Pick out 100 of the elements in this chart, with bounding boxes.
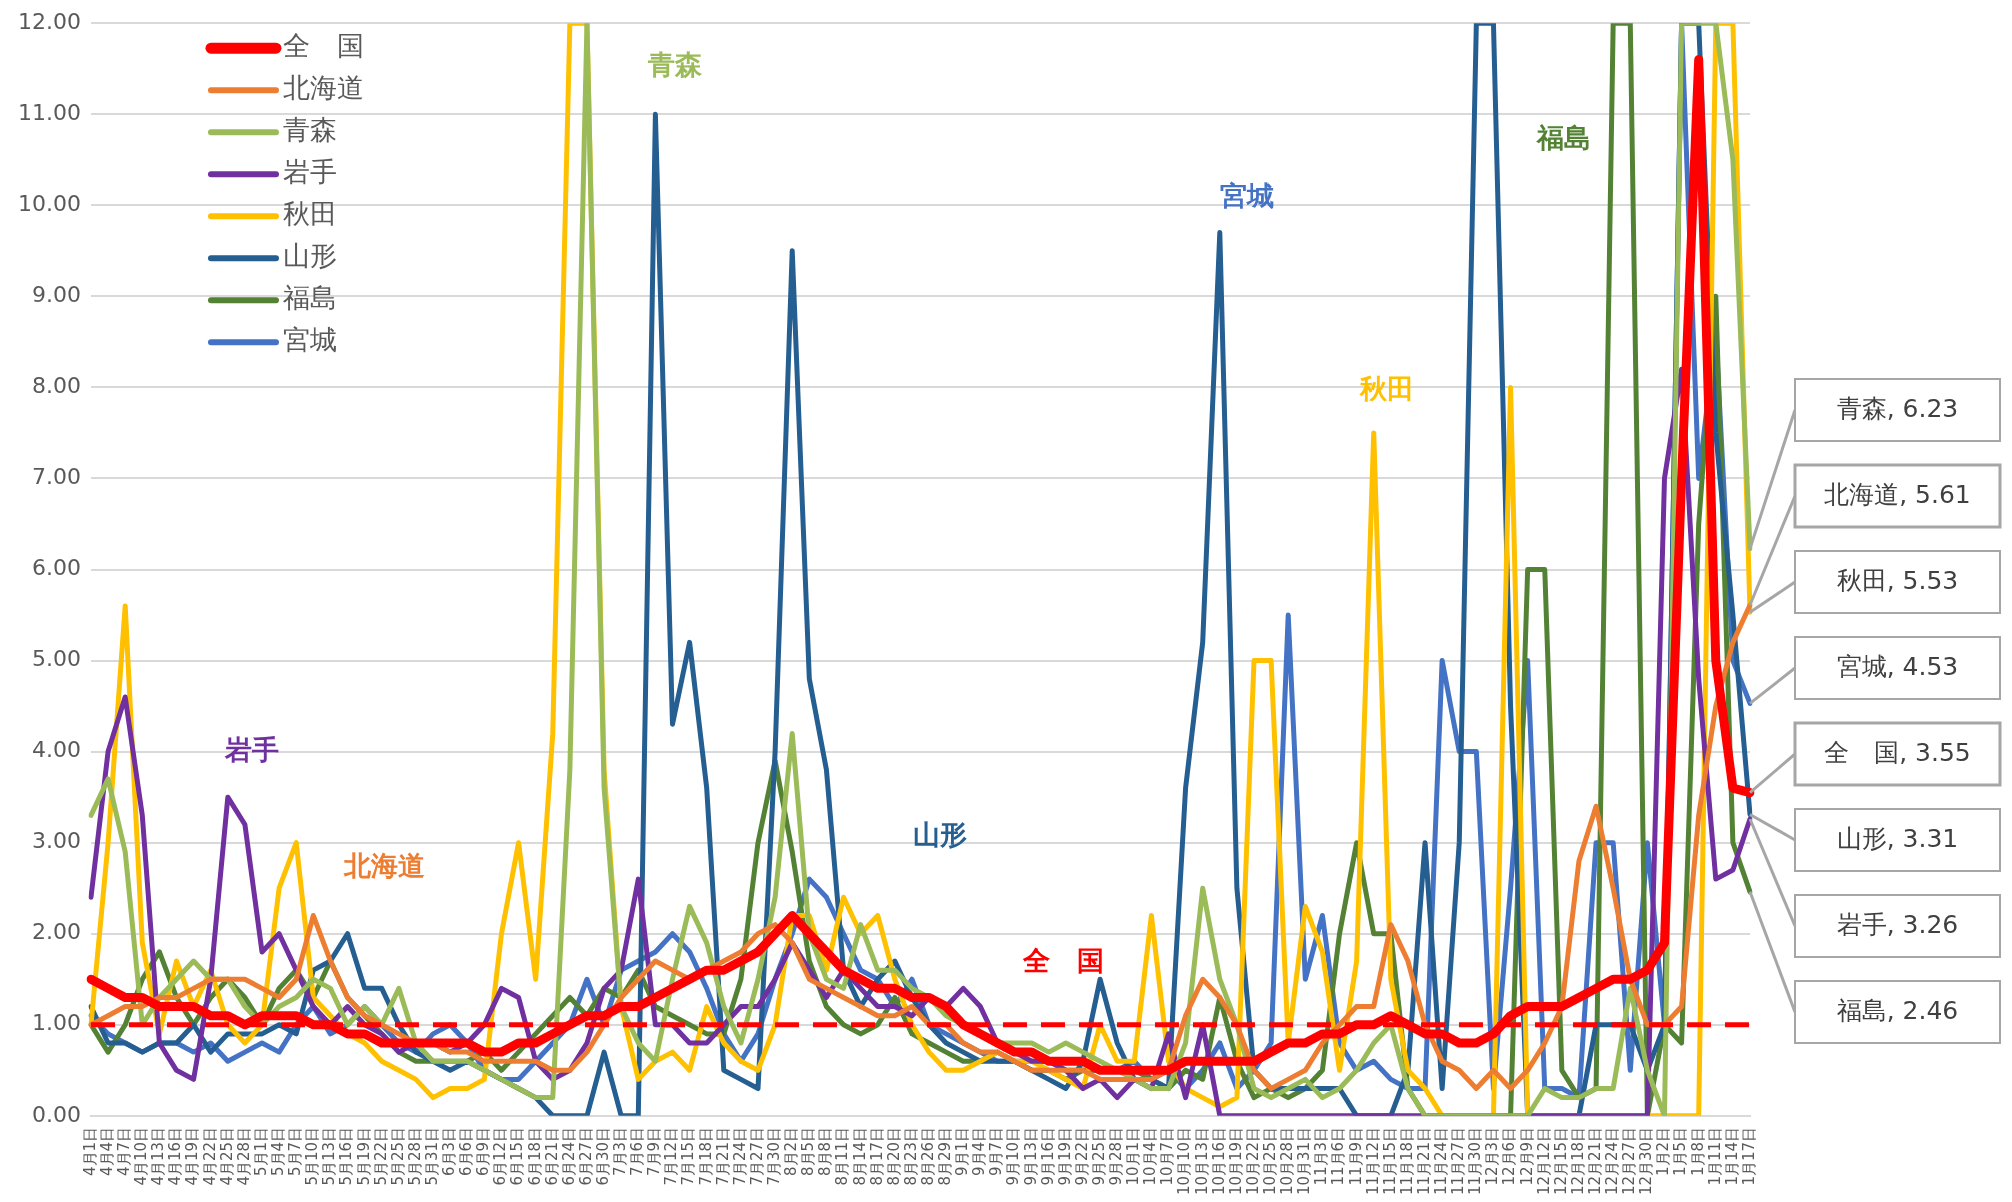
- y-tick-label: 8.00: [32, 373, 81, 399]
- x-tick-label: 5月4日: [269, 1126, 288, 1176]
- x-tick-label: 8月11日: [833, 1126, 852, 1186]
- y-tick-label: 7.00: [32, 464, 81, 490]
- annotation: 北海道: [343, 849, 426, 881]
- legend-label: 全 国: [282, 30, 364, 62]
- x-tick-label: 10月31日: [1295, 1126, 1314, 1196]
- x-tick-label: 5月25日: [388, 1126, 407, 1186]
- x-tick-label: 12月24日: [1603, 1126, 1622, 1196]
- y-tick-label: 4.00: [32, 737, 81, 763]
- annotation: 青森: [646, 48, 702, 80]
- x-tick-label: 10月10日: [1175, 1126, 1194, 1196]
- x-tick-label: 11月6日: [1329, 1126, 1348, 1186]
- y-tick-label: 1.00: [32, 1010, 81, 1036]
- x-tick-label: 8月8日: [816, 1126, 835, 1176]
- legend-label: 宮城: [282, 324, 337, 356]
- x-tick-label: 1月11日: [1705, 1126, 1724, 1186]
- x-tick-label: 6月12日: [491, 1126, 510, 1186]
- x-tick-label: 1月17日: [1739, 1126, 1758, 1186]
- x-tick-label: 6月21日: [542, 1126, 561, 1186]
- y-tick-label: 3.00: [32, 828, 81, 854]
- x-tick-label: 12月27日: [1620, 1126, 1639, 1196]
- text: 青森, 6.23: [1836, 393, 1959, 423]
- text: 福島, 2.46: [1836, 995, 1959, 1025]
- x-tick-label: 1月2日: [1654, 1126, 1673, 1176]
- annotation: 宮城: [1220, 180, 1275, 212]
- text: 宮城, 4.53: [1836, 651, 1959, 681]
- x-tick-label: 12月15日: [1551, 1126, 1570, 1196]
- annotation: 秋田: [1358, 373, 1414, 405]
- x-tick-label: 6月9日: [474, 1126, 493, 1176]
- x-tick-label: 12月30日: [1637, 1126, 1656, 1196]
- x-tick-label: 4月13日: [149, 1126, 168, 1186]
- x-tick-label: 6月27日: [576, 1126, 595, 1186]
- x-tick-label: 9月16日: [1038, 1126, 1057, 1186]
- x-tick-label: 10月22日: [1243, 1126, 1262, 1196]
- x-tick-label: 11月3日: [1312, 1126, 1331, 1186]
- x-tick-label: 4月10日: [132, 1126, 151, 1186]
- x-tick-label: 10月28日: [1278, 1126, 1297, 1196]
- legend-label: 青森: [282, 114, 337, 146]
- annotation: 北海道, 5.61: [1824, 479, 1971, 509]
- x-tick-label: 9月4日: [970, 1126, 989, 1176]
- x-tick-label: 9月28日: [1107, 1126, 1126, 1186]
- y-tick-label: 9.00: [32, 282, 81, 308]
- x-tick-label: 11月9日: [1346, 1126, 1365, 1186]
- x-tick-label: 10月16日: [1209, 1126, 1228, 1196]
- y-tick-label: 12.00: [18, 8, 81, 34]
- x-tick-label: 1月5日: [1671, 1126, 1690, 1176]
- x-tick-label: 6月6日: [457, 1126, 476, 1176]
- x-tick-label: 6月30日: [593, 1126, 612, 1186]
- legend-label: 北海道: [282, 72, 364, 104]
- legend-label: 岩手: [282, 156, 337, 188]
- legend-label: 福島: [282, 282, 337, 314]
- x-tick-label: 5月22日: [371, 1126, 390, 1186]
- legend-label: 山形: [282, 240, 337, 272]
- text: 岩手, 3.26: [1836, 909, 1959, 939]
- y-tick-label: 6.00: [32, 555, 81, 581]
- x-tick-label: 8月2日: [782, 1126, 801, 1176]
- x-tick-label: 7月30日: [765, 1126, 783, 1186]
- x-tick-label: 9月13日: [1021, 1126, 1040, 1186]
- x-tick-label: 1月14日: [1722, 1126, 1741, 1186]
- x-tick-label: 8月14日: [850, 1126, 869, 1186]
- x-tick-label: 6月15日: [508, 1126, 527, 1186]
- x-tick-label: 5月1日: [251, 1126, 270, 1176]
- annotation: 全 国, 3.55: [1824, 737, 1971, 767]
- x-tick-label: 8月29日: [936, 1126, 955, 1186]
- x-tick-label: 4月28日: [234, 1126, 253, 1186]
- x-tick-label: 7月18日: [696, 1126, 715, 1186]
- x-tick-label: 6月3日: [440, 1126, 459, 1176]
- x-tick-label: 5月19日: [354, 1126, 373, 1186]
- x-tick-label: 12月9日: [1517, 1126, 1536, 1186]
- x-tick-label: 7月24日: [730, 1126, 749, 1186]
- x-tick-label: 7月3日: [611, 1126, 630, 1176]
- x-tick-label: 9月19日: [1055, 1126, 1074, 1186]
- x-tick-label: 4月4日: [97, 1126, 116, 1176]
- x-tick-label: 10月25日: [1261, 1126, 1279, 1196]
- x-tick-label: 5月10日: [303, 1126, 322, 1186]
- x-tick-label: 9月10日: [1004, 1126, 1023, 1186]
- x-tick-label: 11月15日: [1380, 1126, 1399, 1196]
- x-tick-label: 7月6日: [628, 1126, 647, 1176]
- x-tick-label: 7月27日: [747, 1126, 766, 1186]
- x-tick-label: 4月25日: [217, 1126, 236, 1186]
- annotation: 全 国: [1021, 944, 1104, 976]
- x-tick-label: 7月15日: [679, 1126, 698, 1186]
- x-tick-label: 11月30日: [1466, 1126, 1485, 1196]
- x-tick-label: 4月7日: [115, 1126, 134, 1176]
- x-tick-label: 12月12日: [1534, 1126, 1553, 1196]
- y-tick-label: 10.00: [18, 191, 81, 217]
- annotation: 岩手: [223, 734, 279, 765]
- x-tick-label: 8月23日: [901, 1126, 920, 1186]
- text: 山形, 3.31: [1836, 823, 1959, 853]
- x-tick-label: 10月4日: [1141, 1126, 1160, 1186]
- x-tick-label: 7月21日: [713, 1126, 732, 1186]
- x-tick-label: 10月19日: [1226, 1126, 1245, 1196]
- x-tick-label: 5月7日: [286, 1126, 305, 1176]
- x-tick-label: 10月7日: [1158, 1126, 1177, 1186]
- x-tick-label: 9月1日: [953, 1126, 972, 1176]
- x-tick-label: 4月22日: [200, 1126, 219, 1186]
- x-tick-label: 12月3日: [1483, 1126, 1502, 1186]
- x-tick-label: 11月18日: [1397, 1126, 1416, 1196]
- y-tick-label: 0.00: [32, 1101, 81, 1127]
